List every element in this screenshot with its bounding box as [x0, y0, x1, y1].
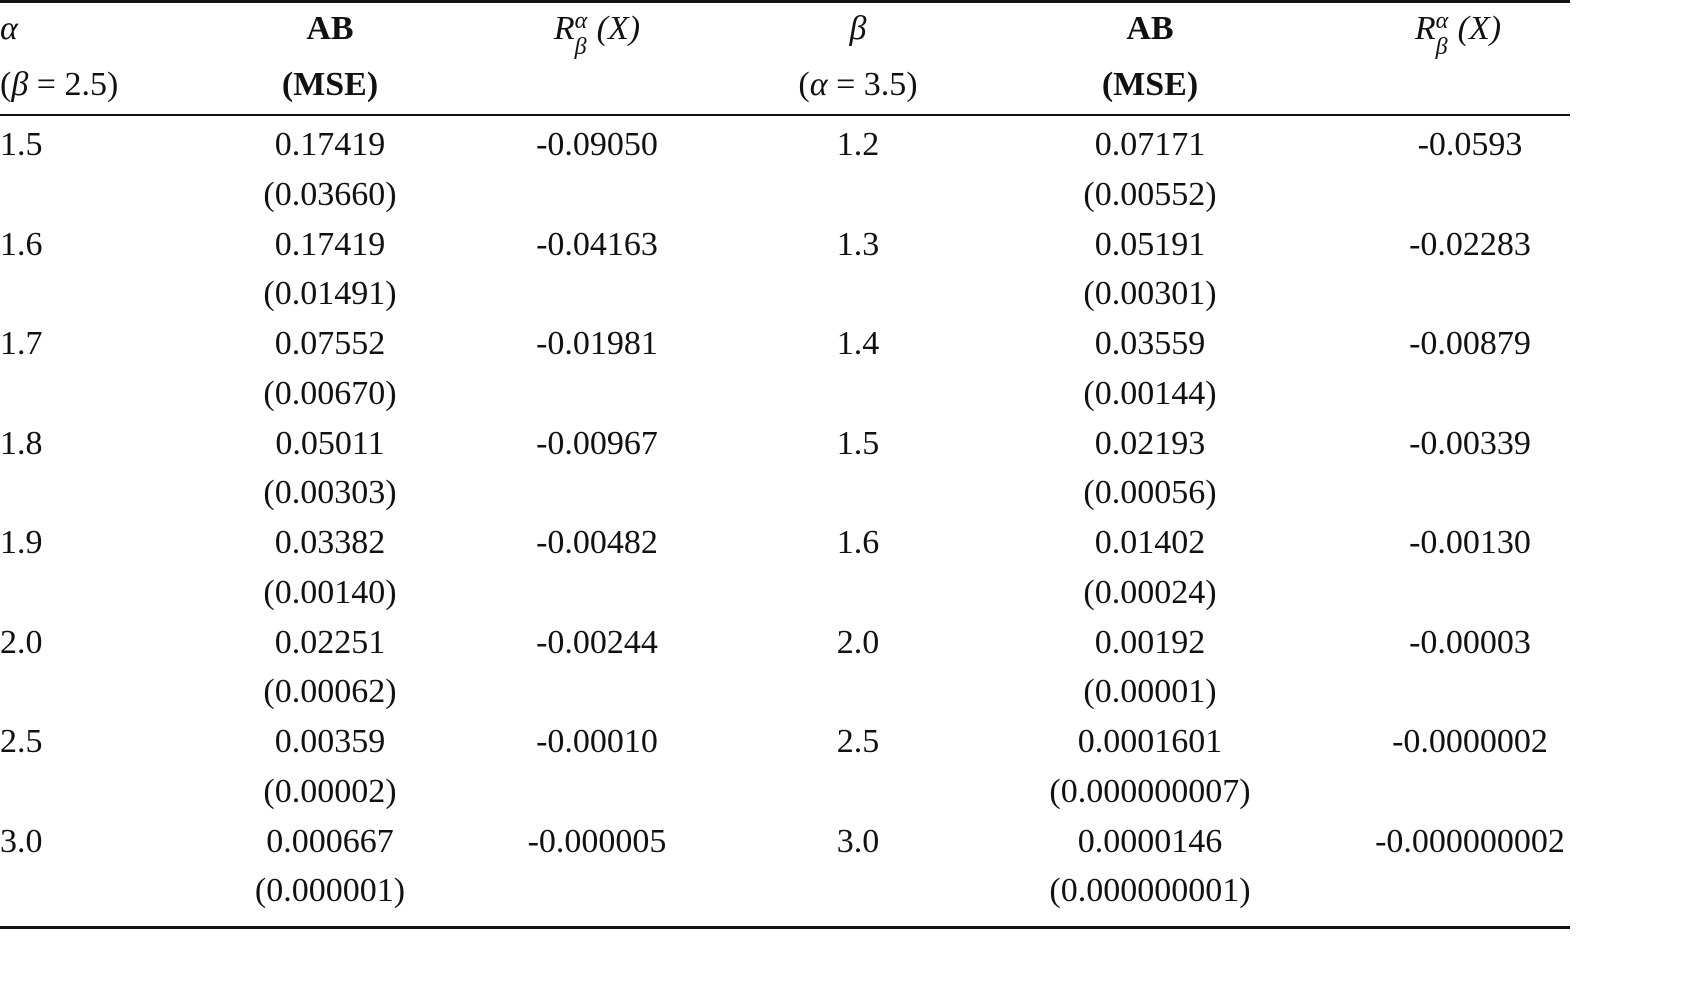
header-r-sup: α: [1435, 8, 1449, 34]
table-cell-beta: 1.2: [836, 126, 880, 163]
table-cell-mse2: (0.000000007): [1049, 772, 1251, 810]
table-cell-r1: -0.00010: [536, 723, 658, 760]
table-cell-ab2: 0.05191: [1094, 225, 1206, 263]
table-cell-mse2: (0.00024): [1083, 573, 1217, 611]
table-cell-mse1: (0.00002): [263, 772, 397, 810]
top-rule: [0, 0, 1570, 3]
table-cell-r2: -0.00003: [1409, 623, 1531, 661]
header-rule: [0, 114, 1570, 116]
table-cell-ab2: 0.03559: [1094, 325, 1206, 362]
table-cell-ab1: 0.03382: [274, 524, 386, 561]
table-cell-mse2: (0.00552): [1083, 175, 1217, 213]
table-cell-ab1: 0.05011: [275, 424, 385, 462]
table-cell-beta: 1.5: [836, 424, 880, 462]
table-cell-beta: 3.0: [836, 822, 880, 860]
table-cell-mse2: (0.00001): [1083, 673, 1217, 710]
table-cell-r1: -0.00967: [536, 424, 658, 462]
table-cell-ab1: 0.07552: [274, 325, 386, 362]
table-cell-alpha: 1.8: [0, 424, 43, 462]
table-cell-mse1: (0.00303): [263, 474, 397, 511]
table-cell-r1: -0.00482: [536, 524, 658, 561]
header-alpha: α: [0, 10, 18, 47]
table-cell-mse1: (0.03660): [263, 175, 397, 213]
header-beta: β: [849, 10, 867, 47]
table-cell-mse1: (0.000001): [254, 872, 406, 909]
table-cell-alpha: 2.5: [0, 723, 43, 760]
table-cell-mse1: (0.00140): [263, 573, 397, 611]
table-cell-r2: -0.0000002: [1392, 723, 1548, 760]
bottom-rule: [0, 926, 1570, 929]
header-r-base: R: [553, 10, 575, 47]
table-cell-r2: -0.00339: [1409, 424, 1531, 462]
table-cell-beta: 1.4: [836, 325, 880, 362]
table-cell-r1: -0.09050: [536, 126, 658, 163]
header-mse-1: (MSE): [281, 66, 379, 103]
table-cell-ab2: 0.00192: [1094, 623, 1206, 661]
table-cell-r2: -0.0593: [1417, 126, 1523, 163]
table-cell-r1: -0.04163: [536, 225, 658, 263]
table-cell-mse1: (0.00062): [263, 673, 397, 710]
table-cell-r2: -0.00879: [1409, 325, 1531, 362]
header-alpha-condition: (β = 2.5): [0, 66, 119, 103]
table-cell-r1: -0.000005: [527, 822, 667, 860]
table-cell-beta: 2.0: [836, 623, 880, 661]
header-ab-1: AB: [306, 10, 354, 47]
table-cell-beta: 2.5: [836, 723, 880, 760]
table-cell-ab2: 0.0001601: [1077, 723, 1223, 760]
table-cell-r2: -0.000000002: [1375, 822, 1565, 860]
table-cell-ab1: 0.17419: [274, 225, 386, 263]
header-r-base: R: [1414, 10, 1436, 47]
table-cell-alpha: 1.9: [0, 524, 43, 561]
header-beta-condition: (α = 3.5): [798, 66, 918, 103]
table-cell-r1: -0.00244: [536, 623, 658, 661]
table-cell-mse2: (0.00301): [1083, 275, 1217, 312]
table-cell-mse1: (0.01491): [263, 275, 397, 312]
header-r-arg: (X): [596, 10, 641, 47]
table-cell-alpha: 3.0: [0, 822, 43, 860]
table-cell-beta: 1.3: [836, 225, 880, 263]
table-cell-ab2: 0.01402: [1094, 524, 1206, 561]
table-cell-r2: -0.02283: [1409, 225, 1531, 263]
table-cell-beta: 1.6: [836, 524, 880, 561]
header-ab-2: AB: [1126, 10, 1174, 47]
table-cell-ab2: 0.0000146: [1077, 822, 1223, 860]
header-mse-2: (MSE): [1101, 66, 1199, 103]
table-cell-ab2: 0.07171: [1094, 126, 1206, 163]
table-cell-mse2: (0.00056): [1083, 474, 1217, 511]
table-cell-mse2: (0.000000001): [1049, 872, 1251, 909]
table-cell-r1: -0.01981: [536, 325, 658, 362]
table-cell-ab1: 0.00359: [274, 723, 386, 760]
table-cell-ab1: 0.000667: [266, 822, 394, 860]
table-cell-mse1: (0.00670): [263, 374, 397, 412]
table-cell-ab1: 0.17419: [274, 126, 386, 163]
table-cell-alpha: 1.7: [0, 325, 43, 362]
table-cell-ab1: 0.02251: [274, 623, 386, 661]
header-alpha-cond-var: β: [11, 66, 29, 103]
table-cell-alpha: 1.5: [0, 126, 43, 163]
header-beta-cond-var: α: [809, 66, 828, 103]
table-cell-alpha: 2.0: [0, 623, 43, 661]
table-cell-ab2: 0.02193: [1094, 424, 1206, 462]
header-r-sup: α: [574, 8, 588, 34]
header-r-arg: (X): [1457, 10, 1502, 47]
header-r-sub: β: [1435, 34, 1448, 60]
header-r-sub: β: [574, 34, 587, 60]
table-cell-mse2: (0.00144): [1083, 374, 1217, 412]
table-cell-r2: -0.00130: [1409, 524, 1531, 561]
table-cell-alpha: 1.6: [0, 225, 43, 263]
